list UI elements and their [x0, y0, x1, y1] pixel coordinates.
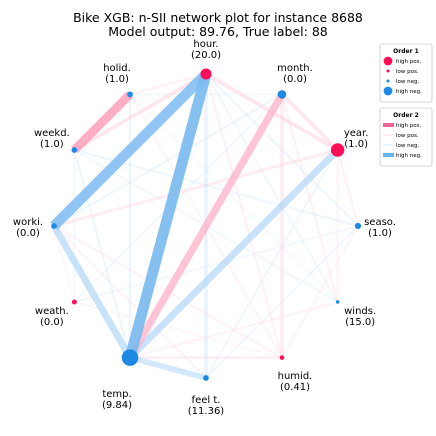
- node-value-hour: (20.0): [191, 50, 221, 61]
- legend-order1-label-2: low neg.: [396, 79, 420, 85]
- node-label-weekday: weekd.: [34, 128, 70, 139]
- legend-order1-label-1: low pos.: [396, 69, 419, 75]
- legend-order1-title: Order 1: [393, 48, 419, 55]
- legend: Order 1 high pos. low pos. low neg. high neg…: [379, 43, 433, 167]
- edge-weather-season: [74, 225, 359, 303]
- chart-title: Bike XGB: n-SII network plot for instanc…: [73, 10, 363, 25]
- legend-order1-box: [379, 43, 433, 103]
- node-value-temp: (9.84): [102, 400, 132, 411]
- node-feeltemp: [203, 375, 209, 381]
- edge-hour-weekday: [73, 72, 207, 152]
- node-value-humidity: (0.41): [280, 382, 310, 393]
- edge-hour-temp: [124, 72, 212, 360]
- node-hour: [200, 68, 212, 80]
- node-label-workingday: worki.: [13, 217, 43, 228]
- edge-season-feeltemp: [205, 225, 359, 379]
- edge-year-season: [336, 149, 360, 227]
- node-value-workingday: (0.0): [16, 228, 40, 239]
- node-value-season: (1.0): [368, 228, 392, 239]
- edge-humidity-weather: [74, 301, 283, 359]
- labels-layer: hour.(20.0)month.(0.0)year.(1.0)seaso.(1…: [13, 39, 396, 417]
- node-value-weekday: (1.0): [40, 139, 64, 150]
- edge-holiday-hour: [129, 72, 207, 96]
- node-label-year: year.: [344, 128, 369, 139]
- node-label-season: seaso.: [364, 217, 396, 228]
- legend-order1-label-0: high pos.: [396, 59, 421, 65]
- node-label-hour: hour.: [193, 39, 218, 50]
- node-label-weather: weath.: [35, 306, 69, 317]
- node-label-humidity: humid.: [278, 371, 313, 382]
- edge-month-workingday: [53, 93, 283, 227]
- edge-hour-windspeed: [205, 73, 339, 303]
- node-holiday: [127, 91, 133, 98]
- edge-month-windspeed: [280, 94, 339, 303]
- node-humidity: [279, 355, 285, 360]
- edge-workingday-temp: [51, 224, 133, 360]
- node-year: [330, 143, 345, 157]
- legend-order2-label-3: high neg.: [396, 153, 422, 159]
- node-value-feeltemp: (11.36): [188, 406, 225, 417]
- edge-month-temp: [126, 92, 286, 360]
- edge-workingday-year: [53, 148, 339, 228]
- node-value-year: (1.0): [344, 139, 368, 150]
- chart-subtitle: Model output: 89.76, True label: 88: [108, 24, 328, 39]
- edge-hour-workingday: [50, 70, 210, 230]
- edge-weekday-temp: [73, 149, 132, 358]
- node-value-weather: (0.0): [40, 317, 64, 328]
- edge-hour-humidity: [204, 73, 284, 358]
- legend-order2-label-0: high pos.: [396, 123, 421, 129]
- node-month: [277, 90, 287, 99]
- node-season: [354, 222, 362, 230]
- node-value-holiday: (1.0): [105, 74, 129, 85]
- legend-order2-title: Order 2: [393, 112, 419, 119]
- legend-order2-box: [379, 107, 433, 167]
- node-label-feeltemp: feel t.: [192, 395, 221, 406]
- edge-temp-feeltemp: [129, 354, 207, 381]
- edge-temp-windspeed: [129, 301, 338, 359]
- legend-order2-label-1: low pos.: [396, 133, 419, 139]
- legend-order1-label-3: high neg.: [396, 89, 422, 95]
- node-label-month: month.: [277, 63, 313, 74]
- edges-layer: [50, 70, 360, 381]
- edge-workingday-feeltemp: [53, 225, 207, 379]
- nodes-layer: [51, 68, 362, 381]
- node-label-windspeed: winds.: [344, 306, 376, 317]
- node-label-temp: temp.: [102, 389, 131, 400]
- legend-order1-marker-3: [383, 86, 393, 96]
- edge-holiday-weekday: [71, 91, 134, 154]
- edge-year-temp: [127, 147, 341, 361]
- edge-season-humidity: [281, 225, 359, 359]
- legend-order1-marker-1: [386, 69, 390, 73]
- node-workingday: [51, 223, 57, 229]
- legend-order2-label-2: low neg.: [396, 143, 420, 149]
- edge-month-year: [280, 93, 339, 152]
- node-temp: [121, 349, 139, 366]
- legend-order1-marker-2: [386, 79, 390, 83]
- node-value-windspeed: (15.0): [345, 317, 375, 328]
- legend-order1-marker-0: [383, 56, 393, 66]
- edge-hour-season: [205, 73, 359, 227]
- node-weather: [71, 299, 77, 305]
- node-windspeed: [335, 300, 340, 304]
- node-value-month: (0.0): [283, 74, 307, 85]
- node-label-holiday: holid.: [103, 63, 131, 74]
- edge-holiday-windspeed: [129, 93, 339, 303]
- edge-feeltemp-year: [205, 149, 339, 379]
- node-weekday: [71, 147, 78, 153]
